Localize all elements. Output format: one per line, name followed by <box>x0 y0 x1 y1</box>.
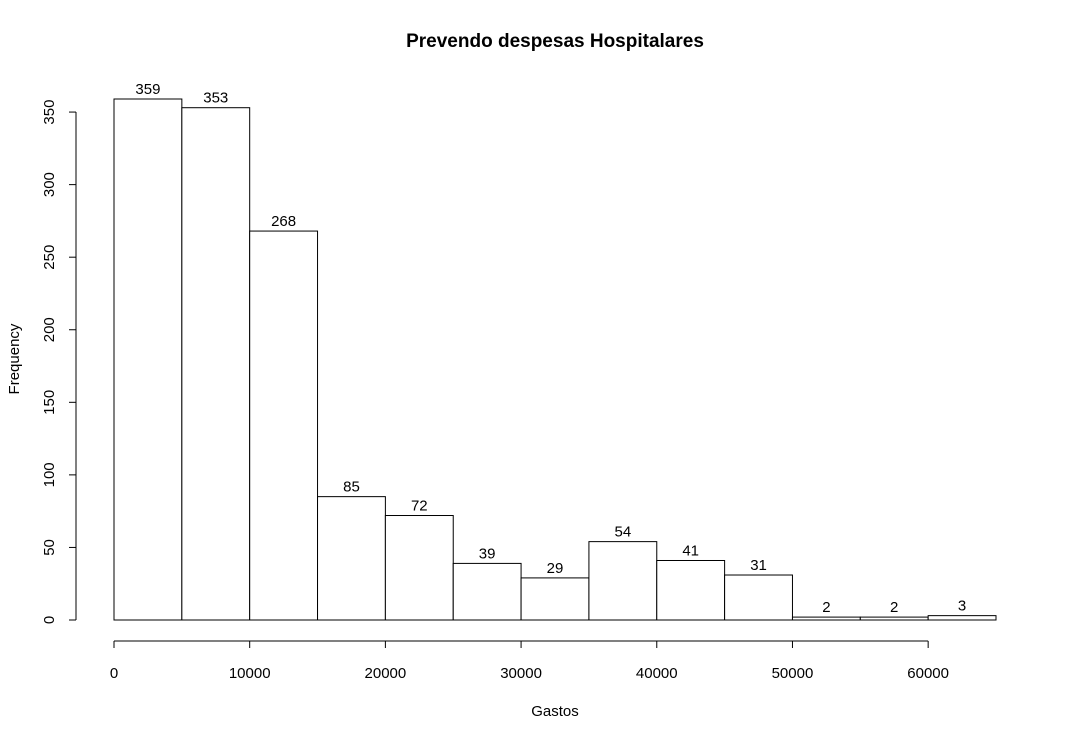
histogram-bar <box>588 541 658 621</box>
histogram-bar <box>724 574 793 621</box>
y-tick-label: 0 <box>41 616 58 624</box>
x-tick-label: 30000 <box>500 665 542 682</box>
histogram-bar <box>384 515 454 621</box>
chart-title: Prevendo despesas Hospitalares <box>406 31 704 52</box>
y-tick-label: 50 <box>41 539 58 556</box>
bar-value-label: 85 <box>343 479 360 496</box>
histogram-bar <box>927 615 997 621</box>
y-tick-label: 250 <box>41 245 58 270</box>
bar-value-label: 2 <box>890 599 898 616</box>
histogram-bar <box>859 616 929 621</box>
y-tick-label: 300 <box>41 172 58 197</box>
bars-group <box>113 98 997 621</box>
x-tick-label: 60000 <box>907 665 949 682</box>
histogram-bar <box>317 496 386 621</box>
bar-value-label: 39 <box>479 545 496 562</box>
bar-value-label: 359 <box>135 81 160 98</box>
x-tick-label: 0 <box>110 665 118 682</box>
histogram-bar <box>791 616 861 621</box>
x-tick-label: 40000 <box>636 665 678 682</box>
histogram-bar <box>113 98 183 621</box>
x-tick-label: 50000 <box>772 665 814 682</box>
y-tick-label: 200 <box>41 317 58 342</box>
histogram-bar <box>452 562 522 621</box>
x-axis-label: Gastos <box>531 703 579 720</box>
histogram-bar <box>520 577 590 621</box>
x-tick-label: 10000 <box>229 665 271 682</box>
bar-value-label: 41 <box>682 542 699 559</box>
y-tick-label: 350 <box>41 100 58 125</box>
x-axis: 0 10000 20000 30000 40000 50000 60000 <box>110 640 949 682</box>
x-tick-label: 20000 <box>365 665 407 682</box>
y-axis-label: Frequency <box>6 323 23 394</box>
bar-value-label: 31 <box>750 557 767 574</box>
bar-value-label: 72 <box>411 498 428 515</box>
histogram-bar <box>181 107 251 621</box>
y-axis: 0 50 100 150 200 250 300 350 <box>41 100 77 624</box>
bar-value-label: 2 <box>822 599 830 616</box>
histogram-bar <box>656 559 726 621</box>
y-tick-label: 100 <box>41 462 58 487</box>
data-labels-group: 359 353 268 85 72 39 29 54 41 31 2 2 3 <box>135 81 966 616</box>
y-tick-label: 150 <box>41 390 58 415</box>
bar-value-label: 29 <box>547 560 564 577</box>
bar-value-label: 3 <box>958 598 966 615</box>
histogram-bar <box>249 230 319 621</box>
bar-value-label: 353 <box>203 90 228 107</box>
bar-value-label: 54 <box>615 524 632 541</box>
bar-value-label: 268 <box>271 213 296 230</box>
